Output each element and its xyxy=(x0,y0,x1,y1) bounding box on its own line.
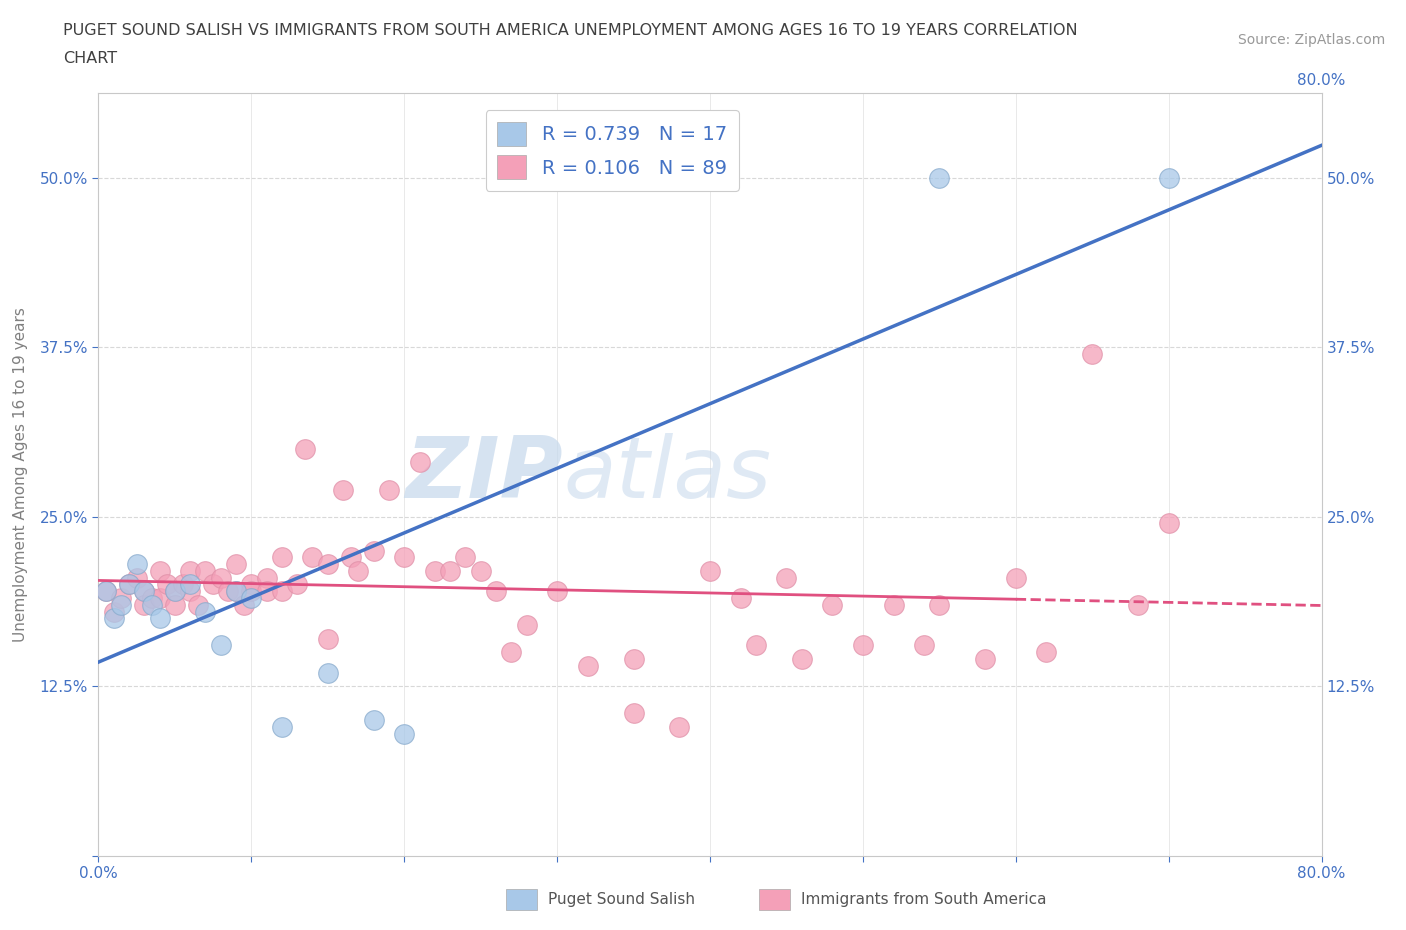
Point xyxy=(775,570,797,585)
Point xyxy=(156,577,179,591)
Point xyxy=(1035,644,1057,659)
Point xyxy=(454,550,477,565)
Point xyxy=(187,597,209,612)
Point xyxy=(141,591,163,605)
Point xyxy=(179,584,201,599)
Point xyxy=(103,611,125,626)
Text: Puget Sound Salish: Puget Sound Salish xyxy=(548,892,696,907)
Point xyxy=(623,652,645,667)
Point xyxy=(110,597,132,612)
Text: ZIP: ZIP xyxy=(405,432,564,516)
Point xyxy=(439,564,461,578)
Point xyxy=(232,597,254,612)
Point xyxy=(501,644,523,659)
Point xyxy=(179,577,201,591)
Point xyxy=(141,597,163,612)
Point xyxy=(149,611,172,626)
Point xyxy=(225,557,247,572)
Point xyxy=(363,712,385,727)
Point xyxy=(125,557,148,572)
Point xyxy=(301,550,323,565)
Point xyxy=(270,720,292,735)
Point xyxy=(240,584,263,599)
Point xyxy=(408,455,430,470)
Point xyxy=(118,577,141,591)
Point xyxy=(217,584,239,599)
Text: Source: ZipAtlas.com: Source: ZipAtlas.com xyxy=(1237,33,1385,46)
Point xyxy=(163,584,186,599)
Point xyxy=(134,584,156,599)
Point xyxy=(209,570,232,585)
Point xyxy=(118,577,141,591)
Point xyxy=(790,652,813,667)
Text: atlas: atlas xyxy=(564,432,772,516)
Point xyxy=(730,591,752,605)
Point xyxy=(163,597,186,612)
Point xyxy=(103,604,125,619)
Point xyxy=(347,564,370,578)
Point xyxy=(209,638,232,653)
Point xyxy=(285,577,308,591)
Point xyxy=(516,618,538,632)
Text: Immigrants from South America: Immigrants from South America xyxy=(801,892,1047,907)
Point xyxy=(852,638,875,653)
Point xyxy=(378,482,401,497)
Point xyxy=(485,584,508,599)
Point xyxy=(1004,570,1026,585)
Point xyxy=(1128,597,1150,612)
Point xyxy=(94,584,117,599)
Point xyxy=(423,564,446,578)
Point xyxy=(623,706,645,721)
Point xyxy=(1157,170,1180,185)
Point xyxy=(172,577,194,591)
Point xyxy=(316,557,339,572)
Point xyxy=(470,564,492,578)
Point xyxy=(668,720,690,735)
Point xyxy=(546,584,568,599)
Text: CHART: CHART xyxy=(63,51,117,66)
Point xyxy=(928,170,950,185)
Point xyxy=(163,584,186,599)
Point xyxy=(94,584,117,599)
Point xyxy=(1157,516,1180,531)
Point xyxy=(179,564,201,578)
Point xyxy=(110,591,132,605)
Y-axis label: Unemployment Among Ages 16 to 19 years: Unemployment Among Ages 16 to 19 years xyxy=(14,307,28,642)
Point xyxy=(270,584,292,599)
Point xyxy=(363,543,385,558)
Point xyxy=(974,652,997,667)
Point xyxy=(149,591,172,605)
Point xyxy=(821,597,844,612)
Point xyxy=(194,564,217,578)
Text: PUGET SOUND SALISH VS IMMIGRANTS FROM SOUTH AMERICA UNEMPLOYMENT AMONG AGES 16 T: PUGET SOUND SALISH VS IMMIGRANTS FROM SO… xyxy=(63,23,1078,38)
Point xyxy=(294,442,316,457)
Point xyxy=(240,591,263,605)
Point xyxy=(576,658,599,673)
Point xyxy=(392,726,416,741)
Legend: R = 0.739   N = 17, R = 0.106   N = 89: R = 0.739 N = 17, R = 0.106 N = 89 xyxy=(485,111,738,191)
Point xyxy=(745,638,768,653)
Point xyxy=(134,597,156,612)
Point xyxy=(928,597,950,612)
Point xyxy=(699,564,721,578)
Point xyxy=(225,584,247,599)
Point xyxy=(256,584,278,599)
Point xyxy=(392,550,416,565)
Point xyxy=(134,584,156,599)
Point xyxy=(149,564,172,578)
Point xyxy=(225,584,247,599)
Point xyxy=(316,665,339,680)
Point xyxy=(194,604,217,619)
Point xyxy=(339,550,361,565)
Point xyxy=(270,550,292,565)
Point xyxy=(316,631,339,646)
Point xyxy=(202,577,225,591)
Point xyxy=(332,482,354,497)
Point xyxy=(1081,347,1104,362)
Point xyxy=(883,597,905,612)
Point xyxy=(256,570,278,585)
Point xyxy=(240,577,263,591)
Point xyxy=(912,638,935,653)
Point xyxy=(125,570,148,585)
